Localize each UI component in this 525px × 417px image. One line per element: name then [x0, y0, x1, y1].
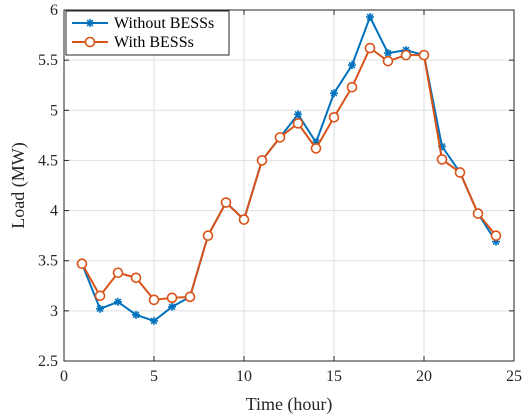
legend: Without BESSs With BESSs: [65, 10, 230, 56]
data-point: [384, 49, 392, 58]
plot-area-frame: [63, 9, 515, 362]
data-point: [454, 167, 466, 178]
series-line: [81, 46, 497, 301]
y-tick-label: 3.5: [38, 253, 58, 270]
data-point: [382, 55, 394, 67]
x-axis-label: Time (hour): [246, 394, 333, 415]
data-point: [310, 143, 322, 154]
grid-lines: [63, 9, 515, 362]
data-point: [346, 81, 358, 93]
data-point: [294, 110, 302, 119]
asterisk-stroke: [348, 61, 356, 69]
x-tick-label: 5: [150, 368, 158, 385]
legend-entry: Without BESSs: [72, 15, 214, 32]
y-tick-label: 3: [50, 303, 58, 320]
x-tick-label: 10: [236, 368, 252, 385]
asterisk-stroke: [366, 13, 374, 21]
asterisk-stroke: [114, 298, 122, 306]
data-point: [238, 214, 250, 225]
data-point: [490, 230, 502, 241]
data-point: [292, 118, 304, 129]
data-point: [130, 272, 142, 284]
asterisk-stroke: [294, 110, 302, 118]
data-point: [132, 310, 140, 319]
data-point: [330, 89, 338, 98]
x-tick-label: 25: [506, 368, 522, 385]
asterisk-stroke: [384, 49, 392, 57]
data-point: [220, 197, 232, 208]
axis-ticks: 0 5 10 15 20 25 2.5 3 3.5 4 4.5 5 5.5 6: [38, 2, 522, 385]
data-point: [202, 230, 214, 241]
legend-box: [65, 10, 230, 56]
data-point: [76, 258, 88, 270]
data-point: [348, 61, 356, 70]
y-tick-label: 5.5: [38, 52, 58, 69]
data-point: [366, 13, 374, 22]
data-point: [112, 267, 124, 279]
x-tick-label: 15: [326, 368, 342, 385]
y-tick-label: 4.5: [38, 152, 58, 169]
data-point: [96, 304, 104, 313]
x-tick-label: 20: [416, 368, 432, 385]
data-point: [148, 294, 160, 306]
data-point: [418, 49, 430, 61]
data-point: [94, 290, 106, 302]
data-point: [274, 132, 286, 143]
asterisk-stroke: [132, 311, 140, 319]
data-point: [150, 316, 158, 325]
legend-label: Without BESSs: [114, 15, 214, 32]
legend-entry: With BESSs: [72, 34, 194, 51]
y-tick-label: 2.5: [38, 353, 58, 370]
data-point: [400, 49, 412, 61]
legend-label: With BESSs: [114, 34, 194, 51]
data-point: [114, 297, 122, 306]
data-point: [436, 154, 448, 165]
y-axis-label: Load (MW): [8, 142, 29, 228]
data-point: [184, 291, 196, 303]
data-point: [472, 208, 484, 219]
series-2: [76, 42, 502, 306]
data-point: [166, 292, 178, 304]
data-point: [364, 42, 376, 54]
x-tick-label: 0: [60, 368, 68, 385]
y-tick-label: 5: [50, 102, 58, 119]
data-series: [76, 13, 502, 325]
asterisk-stroke: [150, 317, 158, 325]
legend-marker: [86, 19, 94, 27]
asterisk-stroke: [330, 89, 338, 97]
series-line: [81, 14, 497, 323]
asterisk-stroke: [96, 305, 104, 313]
asterisk-stroke: [168, 303, 176, 311]
data-point: [256, 155, 268, 166]
legend-marker: [84, 36, 96, 48]
y-tick-label: 6: [50, 2, 58, 19]
asterisk-stroke: [86, 19, 94, 27]
data-point: [168, 302, 176, 311]
y-tick-label: 4: [50, 203, 58, 220]
data-point: [328, 112, 340, 123]
